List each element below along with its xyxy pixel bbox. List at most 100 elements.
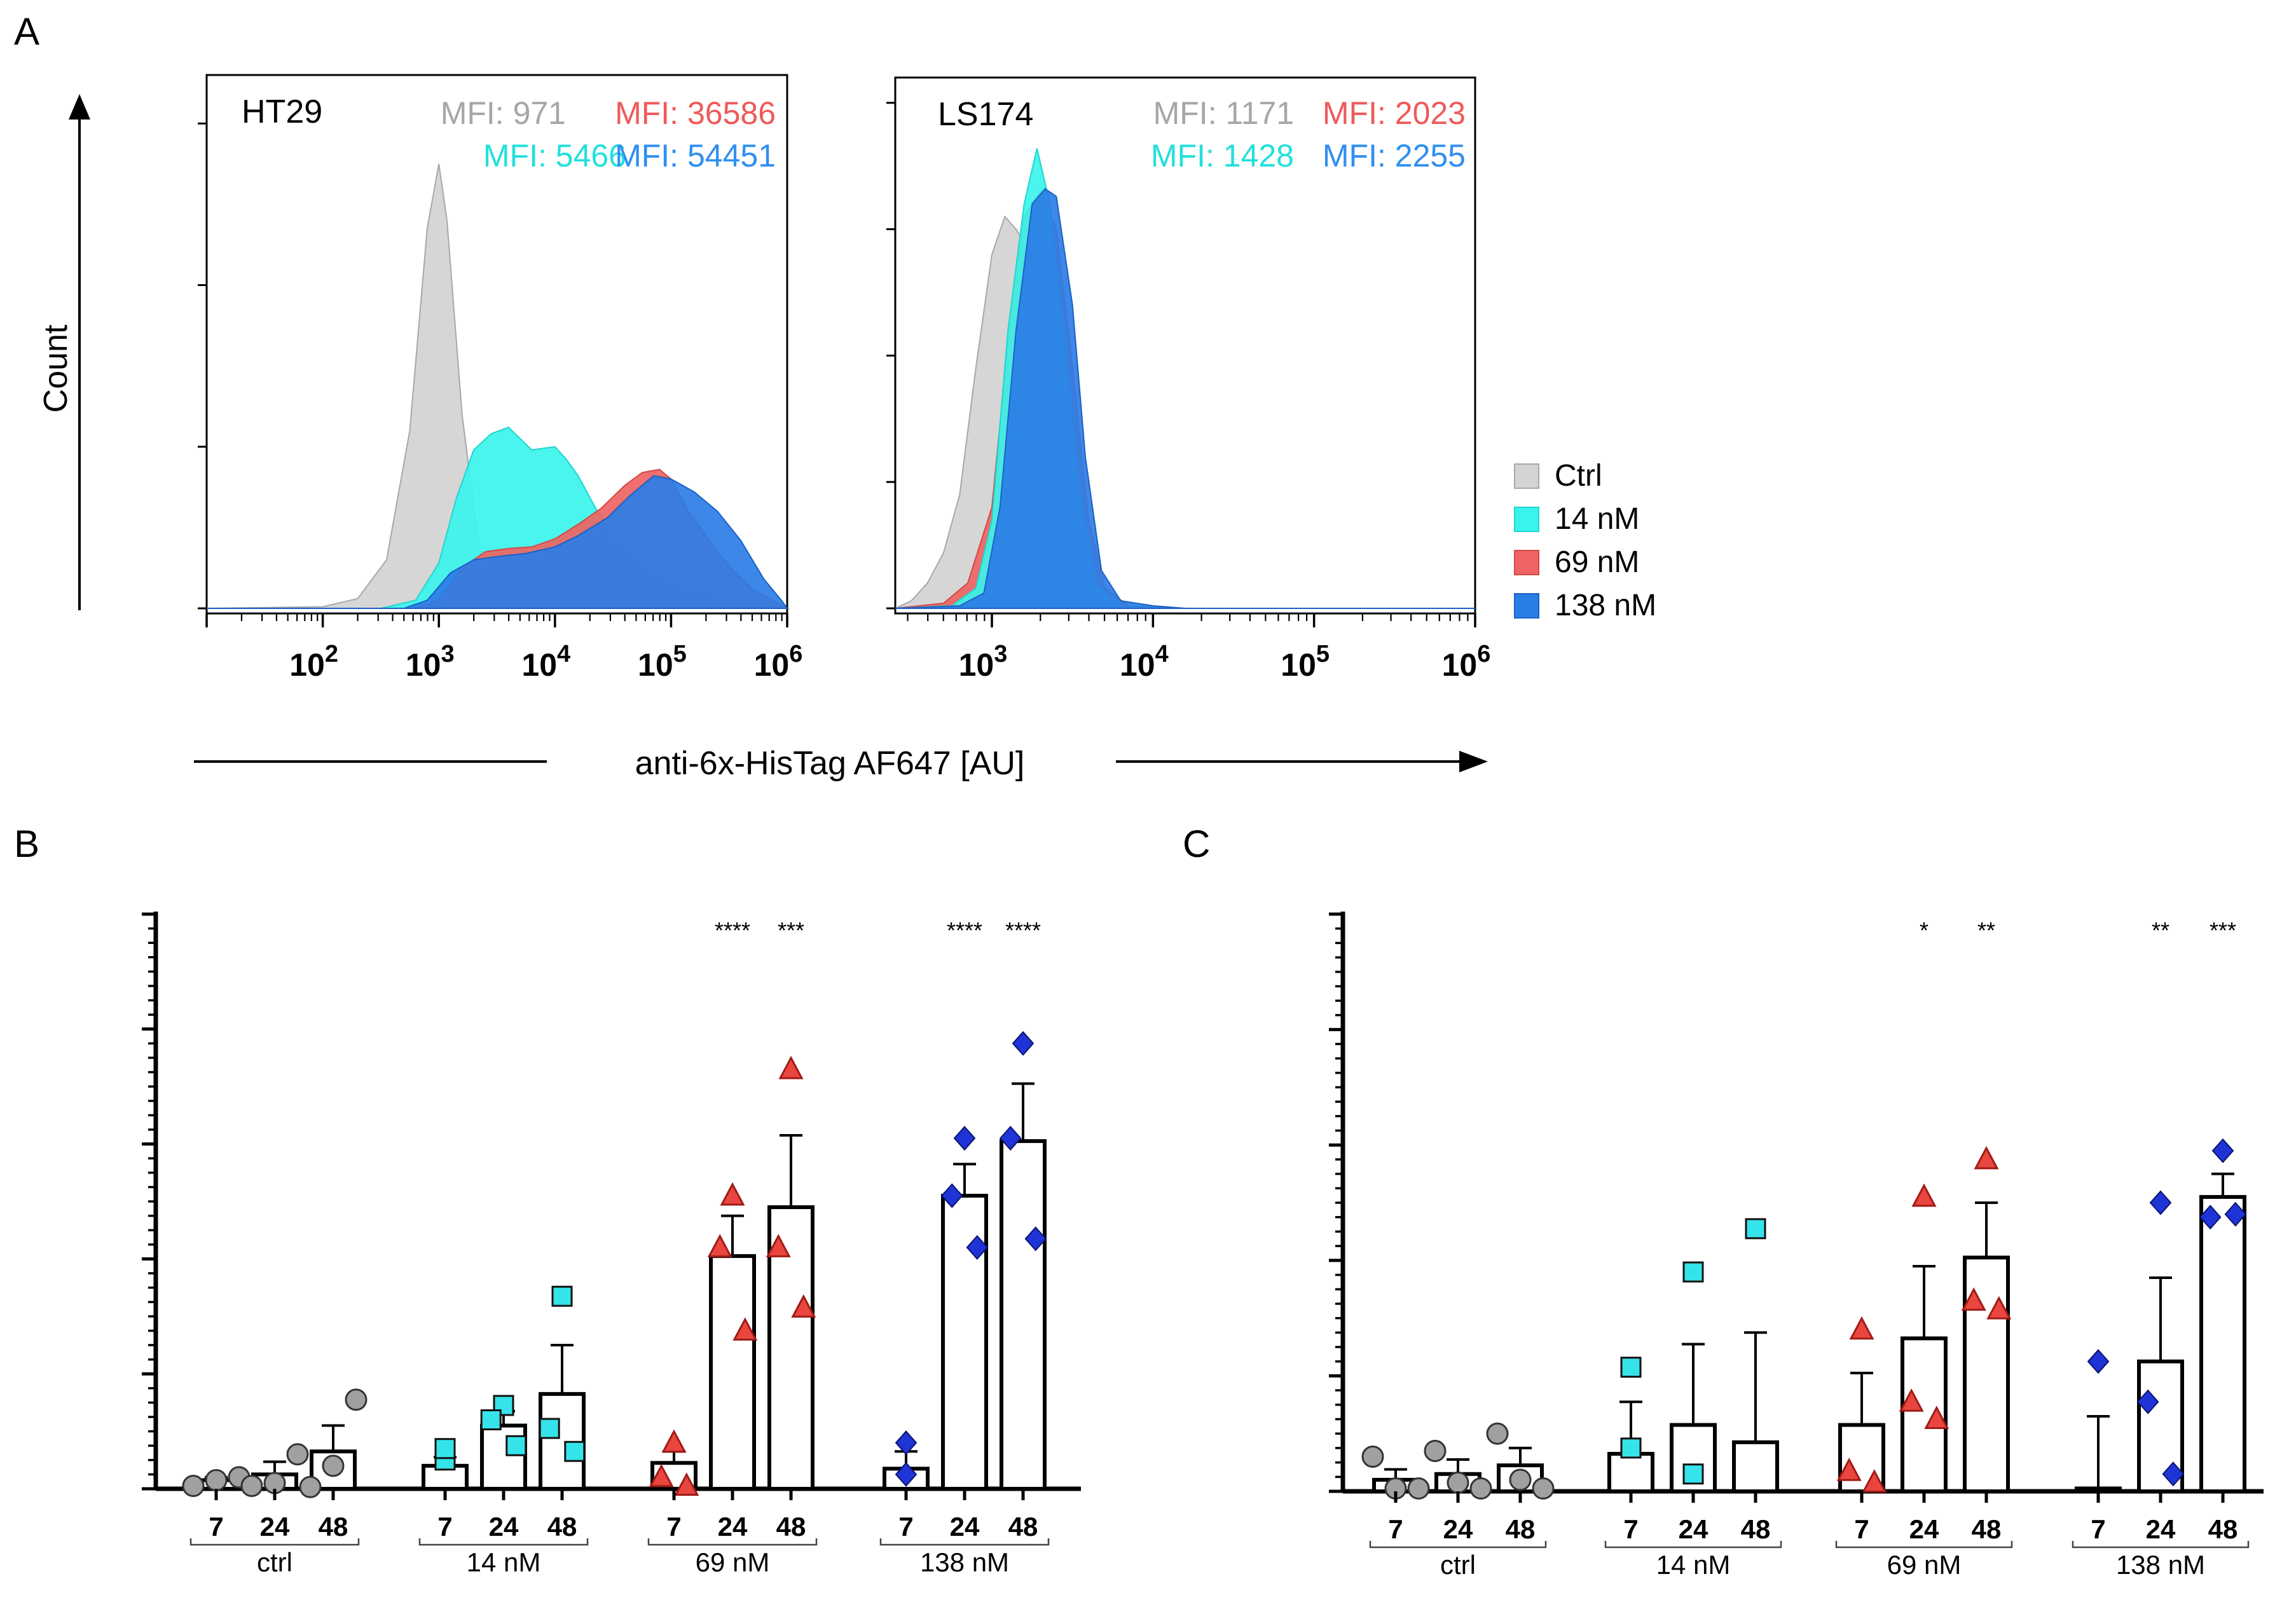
x-tick-base: 10 bbox=[1281, 647, 1316, 683]
legend-swatch-ctrl bbox=[1514, 463, 1539, 489]
group-bracket bbox=[647, 1538, 818, 1546]
group-label-nm69: 69 nM bbox=[1887, 1550, 1962, 1580]
x-tick-exponent: 4 bbox=[557, 641, 570, 667]
time-tick-label: 48 bbox=[319, 1512, 348, 1542]
data-point-diamond bbox=[895, 1430, 918, 1456]
x-tick-exponent: 5 bbox=[673, 641, 687, 667]
time-tick-label: 7 bbox=[1623, 1514, 1638, 1544]
bar bbox=[2075, 1486, 2122, 1493]
data-point-circle bbox=[1532, 1477, 1555, 1500]
time-tick-label: 48 bbox=[776, 1512, 806, 1542]
x-tick-base: 10 bbox=[406, 647, 441, 683]
time-tick-label: 24 bbox=[718, 1512, 748, 1542]
x-axis-label: anti-6x-HisTag AF647 [AU] bbox=[635, 745, 1025, 782]
data-point-diamond bbox=[999, 1126, 1022, 1151]
mfi-label-nm138: MFI: 54451 bbox=[615, 138, 776, 174]
time-tick-label: 24 bbox=[950, 1512, 980, 1542]
data-point-diamond bbox=[966, 1235, 989, 1260]
x-tick-label: 105 bbox=[638, 641, 687, 683]
plot-frame bbox=[205, 74, 788, 615]
bar bbox=[2199, 1194, 2246, 1494]
data-point-square bbox=[1682, 1463, 1704, 1485]
x-tick-exponent: 2 bbox=[325, 641, 338, 667]
data-point-square bbox=[493, 1395, 514, 1416]
bar bbox=[1732, 1440, 1779, 1494]
data-point-triangle bbox=[1836, 1458, 1862, 1481]
data-point-circle bbox=[1486, 1422, 1509, 1445]
data-point-circle bbox=[240, 1474, 263, 1497]
significance-label: ** bbox=[1977, 917, 1995, 943]
data-point-square bbox=[551, 1285, 573, 1307]
data-point-diamond bbox=[2087, 1349, 2110, 1374]
plot-frame bbox=[894, 76, 1476, 615]
x-tick-base: 10 bbox=[959, 647, 994, 683]
data-point-square bbox=[480, 1409, 502, 1431]
mfi-label-nm138: MFI: 2255 bbox=[1323, 138, 1466, 174]
x-tick-exponent: 3 bbox=[994, 641, 1007, 667]
bar bbox=[709, 1254, 756, 1491]
x-tick-label: 104 bbox=[521, 641, 570, 683]
time-tick-label: 7 bbox=[666, 1512, 681, 1542]
mfi-label-nm14: MFI: 1428 bbox=[1151, 138, 1294, 174]
data-point-triangle bbox=[766, 1234, 791, 1257]
mfi-label-ctrl: MFI: 971 bbox=[441, 95, 566, 131]
group-label-nm14: 14 nM bbox=[467, 1547, 541, 1577]
data-point-square bbox=[505, 1435, 527, 1456]
panel-letter-a: A bbox=[14, 10, 39, 53]
data-point-diamond bbox=[2224, 1201, 2247, 1227]
data-point-diamond bbox=[895, 1461, 918, 1487]
group-label-nm69: 69 nM bbox=[696, 1547, 770, 1577]
time-tick-label: 48 bbox=[1741, 1514, 1771, 1544]
x-tick-base: 10 bbox=[521, 647, 557, 683]
histogram-nm138-area bbox=[207, 475, 788, 609]
time-tick-label: 7 bbox=[2091, 1514, 2105, 1544]
data-point-circle bbox=[1424, 1439, 1447, 1462]
time-tick-label: 48 bbox=[2208, 1514, 2238, 1544]
time-tick-label: 48 bbox=[547, 1512, 577, 1542]
time-tick-label: 48 bbox=[1506, 1514, 1536, 1544]
significance-label: ** bbox=[2152, 917, 2169, 943]
group-bracket bbox=[1835, 1541, 2013, 1549]
time-tick-label: 24 bbox=[1679, 1514, 1708, 1544]
group-bracket bbox=[1604, 1541, 1782, 1549]
significance-label: **** bbox=[947, 917, 982, 943]
data-point-circle bbox=[286, 1443, 309, 1466]
x-tick-exponent: 6 bbox=[1477, 641, 1490, 667]
time-tick-label: 7 bbox=[1388, 1514, 1403, 1544]
panel-letter-c: C bbox=[1183, 823, 1210, 865]
legend-swatch-nm138 bbox=[1514, 593, 1539, 619]
data-point-diamond bbox=[1024, 1226, 1047, 1252]
legend-label-ctrl: Ctrl bbox=[1555, 459, 1602, 493]
data-point-diamond bbox=[2149, 1190, 2172, 1215]
data-point-circle bbox=[1509, 1468, 1532, 1491]
data-point-square bbox=[1620, 1437, 1642, 1459]
time-tick-label: 48 bbox=[1972, 1514, 2002, 1544]
legend-label-nm14: 14 nM bbox=[1555, 502, 1639, 536]
time-tick-label: 7 bbox=[437, 1512, 452, 1542]
data-point-triangle bbox=[674, 1472, 699, 1496]
data-point-square bbox=[539, 1418, 560, 1439]
time-tick-label: 24 bbox=[1443, 1514, 1473, 1544]
x-tick-exponent: 6 bbox=[789, 641, 802, 667]
x-tick-exponent: 5 bbox=[1316, 641, 1330, 667]
data-point-diamond bbox=[2199, 1205, 2222, 1230]
data-point-square bbox=[434, 1438, 456, 1460]
legend-swatch-nm14 bbox=[1514, 507, 1539, 532]
data-point-triangle bbox=[649, 1463, 674, 1488]
group-label-ctrl: ctrl bbox=[257, 1547, 292, 1577]
data-point-diamond bbox=[2211, 1138, 2234, 1163]
x-tick-label: 104 bbox=[1120, 641, 1169, 683]
histogram-title: HT29 bbox=[242, 93, 322, 130]
group-bracket bbox=[2072, 1541, 2250, 1549]
bar-chart-c: 7 24 48 ctrl 7 24 48 14 nM 7 * 24 ** 48 69 nM 7 ** 24 ***… bbox=[1329, 912, 2264, 1580]
time-tick-label: 7 bbox=[209, 1512, 223, 1542]
x-tick-base: 10 bbox=[289, 647, 325, 683]
time-tick-label: 48 bbox=[1008, 1512, 1038, 1542]
data-point-triangle bbox=[661, 1429, 687, 1453]
data-point-triangle bbox=[1961, 1287, 1986, 1311]
histogram-nm138-area bbox=[895, 188, 1475, 609]
data-point-circle bbox=[299, 1475, 322, 1498]
